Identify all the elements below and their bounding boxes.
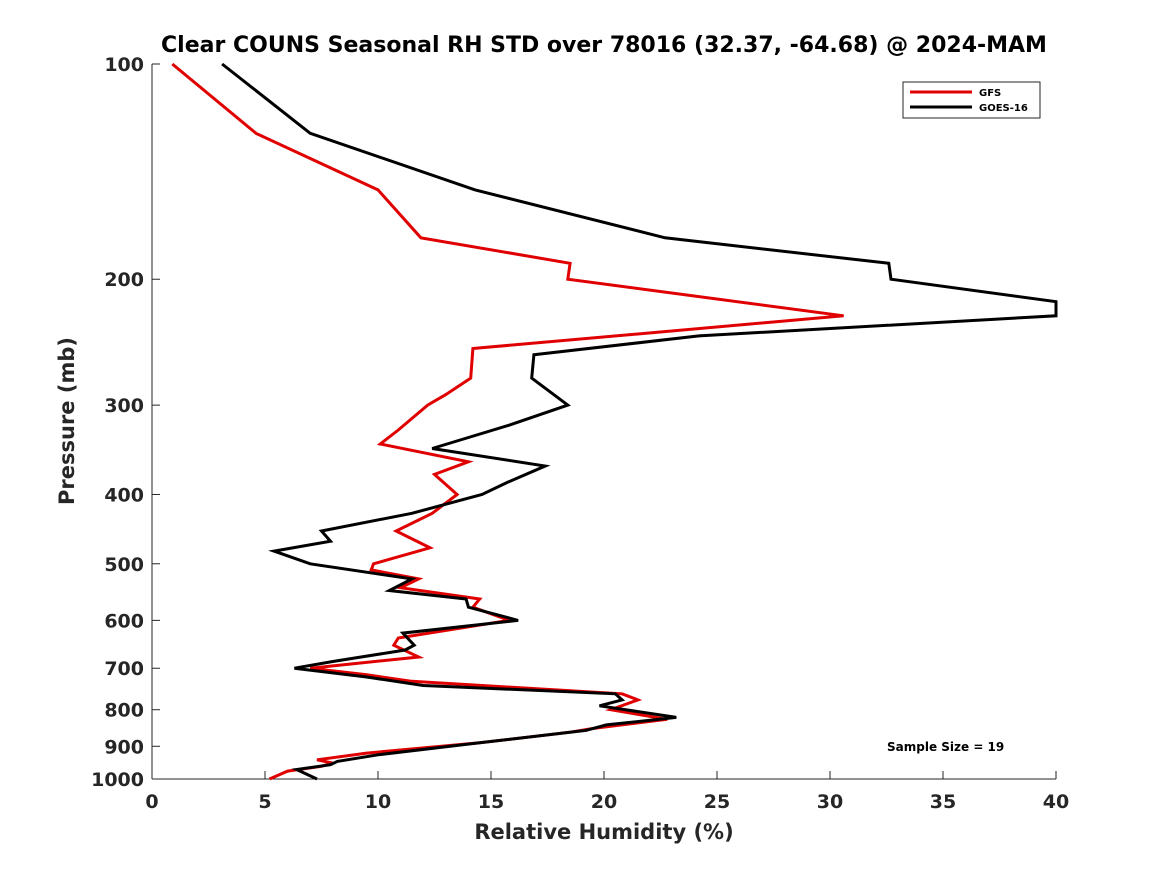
x-tick-label: 0 (145, 791, 158, 813)
y-tick-label: 100 (104, 54, 144, 76)
y-tick-label: 1000 (91, 769, 144, 791)
y-axis-ticks: 100 200 300 400 500 600 700 800 900 1000 (91, 54, 160, 791)
y-tick-label: 700 (104, 658, 144, 680)
y-tick-label: 300 (104, 395, 144, 417)
series-layer (171, 62, 1058, 781)
legend-label-gfs: GFS (979, 88, 1001, 99)
y-tick-label: 600 (104, 610, 144, 632)
y-tick-label: 900 (104, 736, 144, 758)
x-tick-label: 25 (704, 791, 730, 813)
legend-label-goes16: GOES-16 (979, 103, 1028, 114)
y-tick-label: 400 (104, 484, 144, 506)
x-tick-label: 15 (478, 791, 504, 813)
x-tick-label: 35 (930, 791, 956, 813)
x-tick-label: 30 (817, 791, 843, 813)
y-tick-label: 800 (104, 700, 144, 722)
y-axis-title: Pressure (mb) (55, 337, 79, 505)
y-tick-label: 500 (104, 554, 144, 576)
x-axis-ticks: 0 5 10 15 20 25 30 35 40 (145, 771, 1069, 813)
legend-box (902, 81, 1041, 119)
series-line-goes16 (221, 62, 1058, 781)
chart-title: Clear COUNS Seasonal RH STD over 78016 (… (161, 33, 1047, 58)
y-tick-label: 200 (104, 269, 144, 291)
sample-size-annotation: Sample Size = 19 (887, 740, 1004, 754)
legend: GFS GOES-16 (902, 81, 1041, 119)
x-tick-label: 10 (365, 791, 391, 813)
x-axis-title: Relative Humidity (%) (474, 820, 733, 844)
x-tick-label: 40 (1043, 791, 1069, 813)
x-tick-label: 20 (591, 791, 617, 813)
x-tick-label: 5 (258, 791, 271, 813)
